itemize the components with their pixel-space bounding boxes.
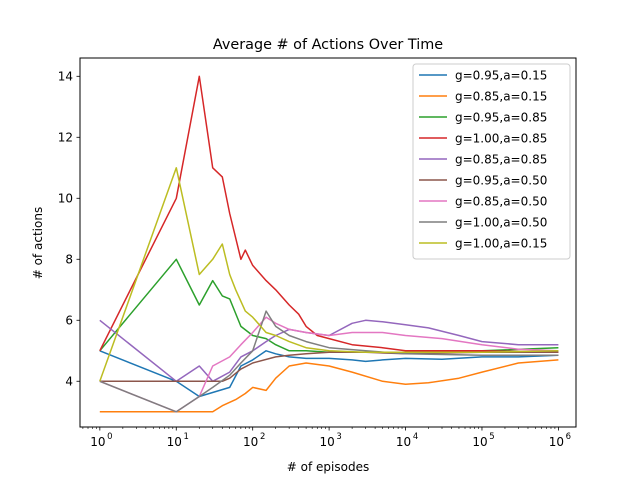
legend-label-3: g=1.00,a=0.85 [455, 132, 547, 146]
plot-frame [79, 57, 577, 428]
y-axis-title: # of actions [31, 207, 45, 279]
x-tick-exponent-2: 2 [260, 432, 265, 442]
x-tick-exponent-6: 6 [566, 432, 571, 442]
x-tick-label-3: 10 [319, 435, 334, 449]
legend-label-7: g=1.00,a=0.50 [455, 216, 547, 230]
legend-label-1: g=0.85,a=0.15 [455, 90, 547, 104]
y-tick-label-1: 6 [65, 313, 73, 327]
legend-box [412, 63, 571, 260]
chart-title: Average # of Actions Over Time [213, 37, 443, 53]
x-tick-exponent-4: 4 [413, 432, 418, 442]
x-tick-exponent-0: 0 [107, 432, 112, 442]
legend-label-8: g=1.00,a=0.15 [455, 237, 547, 251]
legend-label-4: g=0.85,a=0.85 [455, 153, 547, 167]
y-tick-label-4: 12 [58, 130, 73, 144]
y-tick-label-0: 4 [65, 374, 73, 388]
x-tick-exponent-5: 5 [489, 432, 494, 442]
legend-label-2: g=0.95,a=0.85 [455, 111, 547, 125]
legend-label-0: g=0.95,a=0.15 [455, 69, 547, 83]
x-tick-label-5: 10 [472, 435, 487, 449]
x-tick-label-0: 10 [90, 435, 105, 449]
x-tick-exponent-3: 3 [336, 432, 341, 442]
series-line-3 [99, 75, 559, 354]
series-line-1 [99, 359, 559, 413]
series-layer [99, 75, 559, 413]
legend-label-5: g=0.95,a=0.50 [455, 174, 547, 188]
y-tick-label-5: 14 [58, 69, 73, 83]
legend: g=0.95,a=0.15 g=0.85,a=0.15 g=0.95,a=0.85 g… [412, 63, 571, 260]
series-line-0 [99, 350, 559, 398]
x-tick-label-6: 10 [549, 435, 564, 449]
x-tick-label-4: 10 [396, 435, 411, 449]
y-tick-label-3: 10 [58, 191, 73, 205]
legend-label-6: g=0.85,a=0.50 [455, 195, 547, 209]
x-tick-label-2: 10 [243, 435, 258, 449]
x-axis-title: # of episodes [287, 460, 369, 474]
x-tick-exponent-1: 1 [184, 432, 189, 442]
series-line-6 [99, 316, 559, 413]
y-tick-label-2: 8 [65, 252, 73, 266]
x-tick-label-1: 10 [167, 435, 182, 449]
series-line-8 [99, 167, 559, 382]
